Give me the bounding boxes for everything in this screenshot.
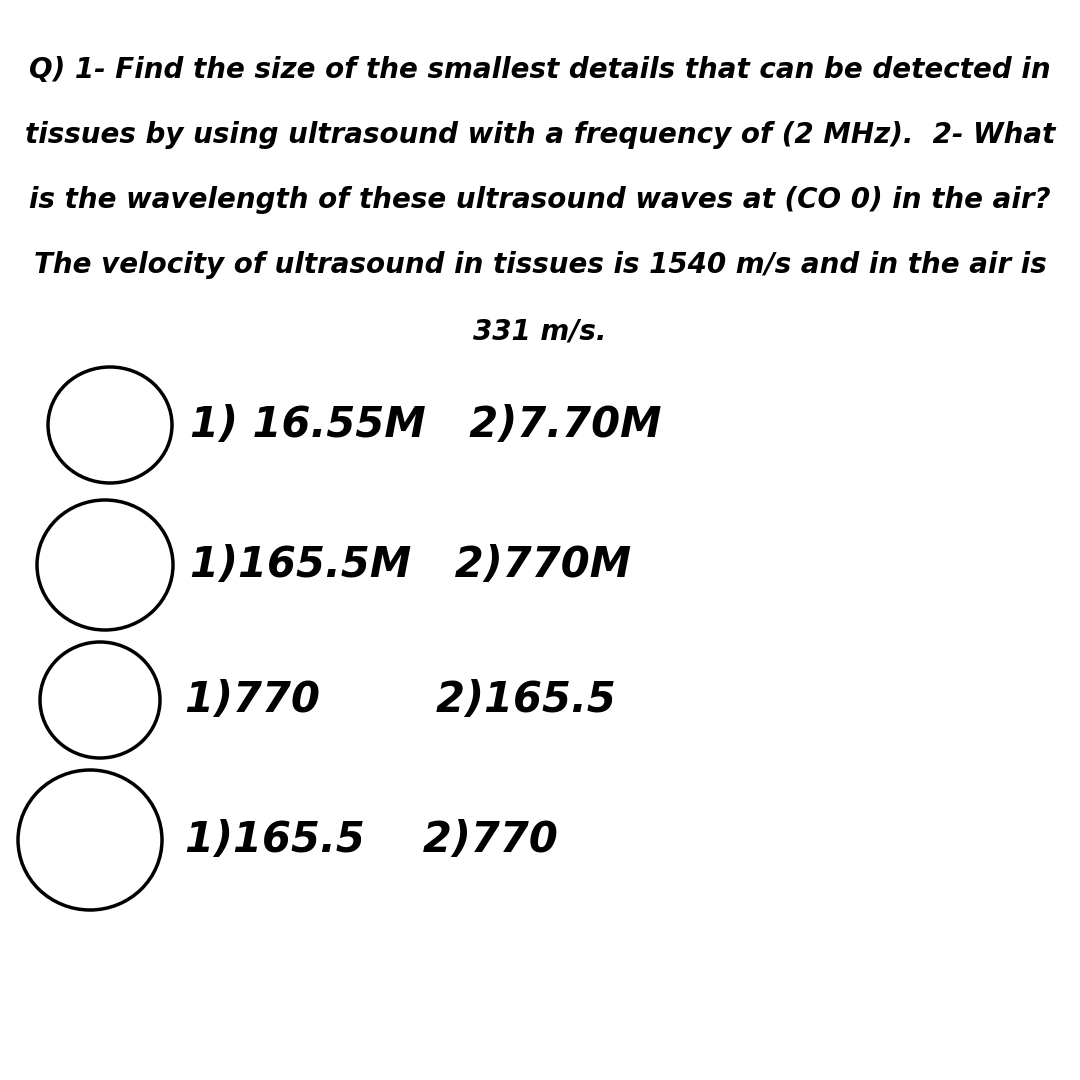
Text: tissues by using ultrasound with a frequency of (2 MHz).  2- What: tissues by using ultrasound with a frequ… bbox=[25, 121, 1055, 149]
Text: 331 m/s.: 331 m/s. bbox=[473, 318, 607, 346]
Text: 1) 16.55M   2)7.70M: 1) 16.55M 2)7.70M bbox=[190, 404, 661, 446]
Text: Q) 1- Find the size of the smallest details that can be detected in: Q) 1- Find the size of the smallest deta… bbox=[29, 56, 1051, 84]
Text: 1)165.5    2)770: 1)165.5 2)770 bbox=[185, 819, 558, 861]
Text: is the wavelength of these ultrasound waves at (CO 0) in the air?: is the wavelength of these ultrasound wa… bbox=[29, 186, 1051, 214]
Text: 1)165.5M   2)770M: 1)165.5M 2)770M bbox=[190, 544, 631, 586]
Text: 1)770        2)165.5: 1)770 2)165.5 bbox=[185, 679, 616, 721]
Text: The velocity of ultrasound in tissues is 1540 m/s and in the air is: The velocity of ultrasound in tissues is… bbox=[33, 251, 1047, 279]
